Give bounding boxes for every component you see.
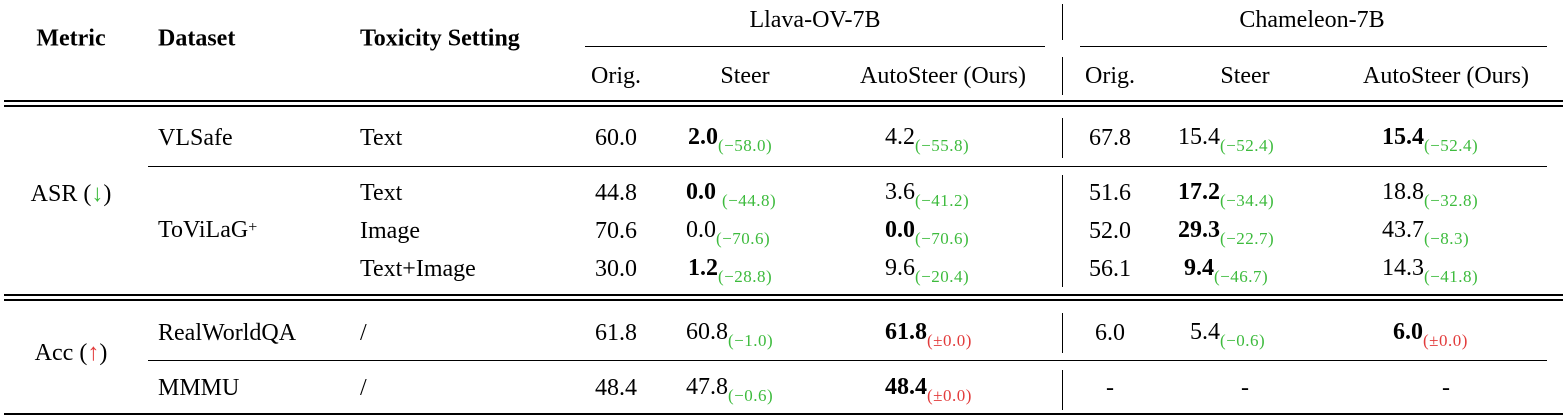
dataset-realworldqa: RealWorldQA [158, 320, 297, 346]
chameleon-orig-cell: 51.6 [1089, 180, 1131, 206]
chameleon-orig-cell: 6.0 [1095, 320, 1125, 346]
header-model-llava: Llava-OV-7B [749, 7, 881, 33]
llava-steer-cell: 0.0(−70.6) [686, 217, 771, 248]
chameleon-orig-cell: - [1106, 375, 1114, 401]
llava-orig-cell: 70.6 [595, 218, 637, 244]
metric-asr: ASR (↓) [30, 181, 112, 207]
subheader-llava-autosteer: AutoSteer (Ours) [860, 63, 1026, 89]
chameleon-autosteer-cell: 6.0(±0.0) [1393, 319, 1468, 350]
llava-steer-cell: 2.0(−58.0) [688, 124, 773, 155]
llava-orig-cell: 30.0 [595, 256, 637, 282]
vsep-mmmu [1062, 370, 1063, 410]
subheader-chameleon-steer: Steer [1220, 63, 1270, 89]
llava-autosteer-cell: 61.8(±0.0) [885, 319, 972, 350]
header-model-chameleon: Chameleon-7B [1239, 7, 1385, 33]
row-rule-realworldqa [148, 360, 1547, 361]
llava-autosteer-cell: 48.4(±0.0) [885, 374, 972, 405]
double-rule-top-b [4, 105, 1563, 107]
header-dataset: Dataset [158, 25, 236, 52]
llava-orig-cell: 44.8 [595, 180, 637, 206]
chameleon-autosteer-cell: 14.3(−41.8) [1382, 255, 1479, 286]
double-rule-mid-a [4, 294, 1563, 296]
cmidrule-llava [585, 46, 1045, 47]
vsep-row1 [1062, 118, 1063, 158]
dataset-vlsafe: VLSafe [158, 125, 233, 151]
chameleon-autosteer-cell: 15.4(−52.4) [1382, 124, 1479, 155]
chameleon-orig-cell: 67.8 [1089, 125, 1131, 151]
chameleon-autosteer-cell: 43.7(−8.3) [1382, 217, 1470, 248]
up-arrow-icon: ↑ [87, 340, 100, 366]
subheader-llava-orig: Orig. [591, 63, 641, 89]
chameleon-steer-cell: - [1241, 375, 1249, 401]
llava-steer-cell: 0.0 (−44.8) [686, 179, 777, 210]
double-rule-mid-b [4, 299, 1563, 301]
chameleon-steer-cell: 5.4(−0.6) [1190, 319, 1266, 350]
setting-cell: Text [360, 125, 403, 151]
vsep-realworldqa [1062, 313, 1063, 353]
llava-orig-cell: 60.0 [595, 125, 637, 151]
chameleon-autosteer-cell: - [1442, 375, 1450, 401]
cmidrule-chameleon [1080, 46, 1547, 47]
setting-cell: Text+Image [360, 256, 476, 282]
double-rule-top-a [4, 100, 1563, 102]
setting-cell: / [360, 320, 367, 346]
subheader-chameleon-autosteer: AutoSteer (Ours) [1363, 63, 1529, 89]
metric-acc: Acc (↑) [34, 340, 108, 366]
header-toxicity-setting: Toxicity Setting [360, 25, 520, 52]
dataset-mmmu: MMMU [158, 375, 240, 401]
setting-cell: / [360, 375, 367, 401]
llava-autosteer-cell: 9.6(−20.4) [885, 255, 970, 286]
llava-steer-cell: 47.8(−0.6) [686, 374, 774, 405]
row-rule-vlsafe [148, 166, 1547, 167]
llava-autosteer-cell: 3.6(−41.2) [885, 179, 970, 210]
chameleon-steer-cell: 9.4(−46.7) [1184, 255, 1269, 286]
bottom-rule [4, 413, 1563, 415]
llava-autosteer-cell: 0.0(−70.6) [885, 217, 970, 248]
llava-steer-cell: 1.2(−28.8) [688, 255, 773, 286]
dataset-tovilag: ToViLaG+ [158, 217, 258, 243]
llava-steer-cell: 60.8(−1.0) [686, 319, 774, 350]
chameleon-orig-cell: 56.1 [1089, 256, 1131, 282]
llava-orig-cell: 61.8 [595, 320, 637, 346]
subheader-llava-steer: Steer [720, 63, 770, 89]
chameleon-steer-cell: 15.4(−52.4) [1178, 124, 1275, 155]
header-metric: Metric [36, 25, 106, 52]
chameleon-steer-cell: 17.2(−34.4) [1178, 179, 1275, 210]
vsep-header-top [1062, 4, 1063, 40]
vsep-header-sub [1062, 57, 1063, 95]
subheader-chameleon-orig: Orig. [1085, 63, 1135, 89]
down-arrow-icon: ↓ [91, 181, 104, 207]
setting-cell: Text [360, 180, 403, 206]
setting-cell: Image [360, 218, 420, 244]
chameleon-steer-cell: 29.3(−22.7) [1178, 217, 1275, 248]
llava-autosteer-cell: 4.2(−55.8) [885, 124, 970, 155]
llava-orig-cell: 48.4 [595, 375, 637, 401]
chameleon-autosteer-cell: 18.8(−32.8) [1382, 179, 1479, 210]
vsep-tovilag [1062, 175, 1063, 287]
chameleon-orig-cell: 52.0 [1089, 218, 1131, 244]
